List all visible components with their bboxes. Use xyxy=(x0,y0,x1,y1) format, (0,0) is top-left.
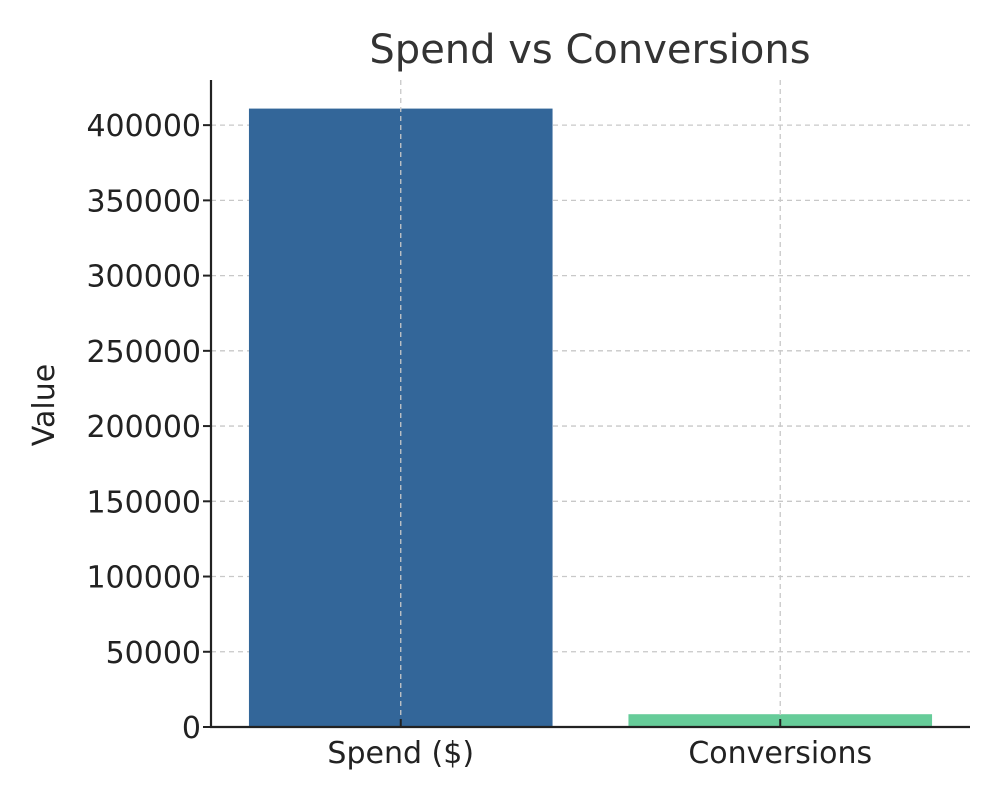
bars xyxy=(248,108,933,727)
y-tick-label: 350000 xyxy=(86,184,201,219)
y-tick-label: 250000 xyxy=(86,335,201,370)
x-axis-ticks: Spend ($) Conversions xyxy=(327,719,872,771)
y-tick-label: 50000 xyxy=(106,636,201,671)
y-axis-ticks: 0 50000 100000 150000 200000 250000 300000 3500… xyxy=(86,109,211,746)
y-tick-label: 150000 xyxy=(86,485,201,520)
y-tick-label: 300000 xyxy=(86,260,201,295)
x-tick-label: Conversions xyxy=(688,736,872,771)
chart-title: Spend vs Conversions xyxy=(369,27,810,73)
y-tick-label: 200000 xyxy=(86,410,201,445)
y-axis-label: Value xyxy=(27,364,62,446)
y-tick-label: 0 xyxy=(182,711,201,746)
x-tick-label: Spend ($) xyxy=(327,736,474,771)
y-tick-label: 400000 xyxy=(86,109,201,144)
axes xyxy=(209,80,970,729)
y-tick-label: 100000 xyxy=(86,561,201,596)
